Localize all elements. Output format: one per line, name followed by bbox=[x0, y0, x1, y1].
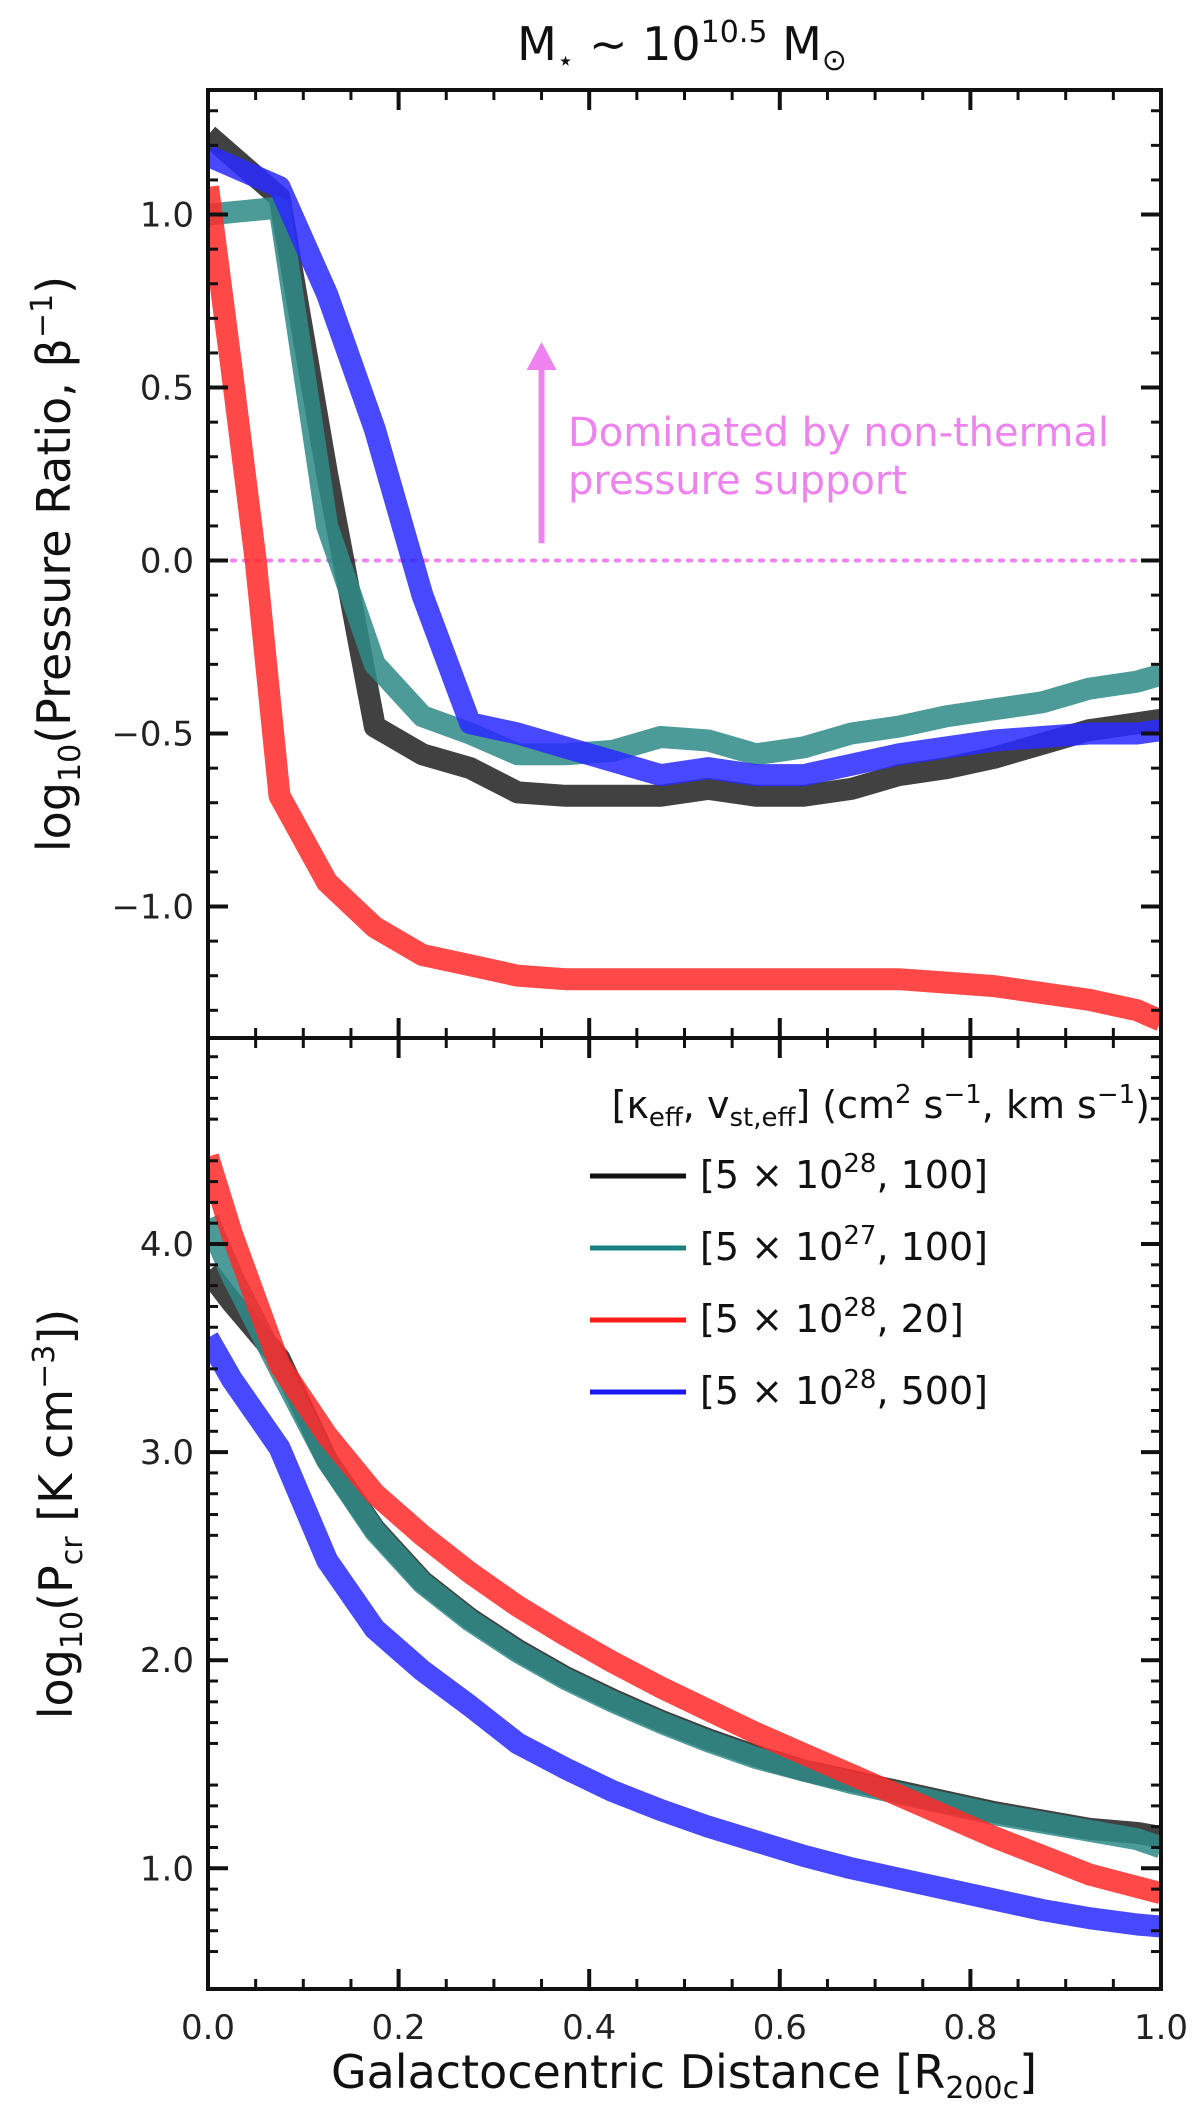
series-line-bottom-3 bbox=[208, 1332, 1161, 1938]
title-star-subscript: ⋆ bbox=[557, 44, 575, 77]
bottom-ylabel-subscript: 10 bbox=[55, 1611, 90, 1649]
bottom-panel: [κeff, vst,eff] (cm2 s−1, km s−1) [5 × 1… bbox=[27, 1036, 1188, 2106]
legend-title-units: ] (cm bbox=[795, 1083, 895, 1127]
bottom-ytick-labels: 1.0 2.0 3.0 4.0 bbox=[140, 1225, 194, 1889]
legend-label-rest: , 500] bbox=[876, 1369, 988, 1413]
legend-title-sup-2: 2 bbox=[895, 1080, 912, 1110]
legend-label-rest: , 100] bbox=[876, 1225, 988, 1269]
xtick-label: 0.2 bbox=[372, 2008, 426, 2048]
legend-title-sub-st: st,eff bbox=[729, 1103, 796, 1133]
legend-title-open: [κ bbox=[612, 1083, 649, 1127]
top-ytick-label: −0.5 bbox=[111, 715, 194, 755]
bottom-ylabel-p: (P bbox=[29, 1565, 83, 1611]
legend-label-base: [5 × 10 bbox=[700, 1297, 843, 1341]
legend: [κeff, vst,eff] (cm2 s−1, km s−1) [5 × 1… bbox=[590, 1080, 1150, 1413]
title-m-sun: M bbox=[767, 17, 821, 71]
legend-label-3: [5 × 1028, 500] bbox=[700, 1365, 988, 1413]
legend-label-exponent: 28 bbox=[843, 1293, 876, 1323]
bottom-xtick-labels: 0.0 0.2 0.4 0.6 0.8 1.0 bbox=[181, 2008, 1188, 2048]
legend-label-base: [5 × 10 bbox=[700, 1369, 843, 1413]
bottom-series-group bbox=[208, 1153, 1161, 1938]
legend-title-sub-eff: eff bbox=[649, 1103, 684, 1133]
title-exponent: 10.5 bbox=[701, 15, 768, 50]
series-line-top-1 bbox=[208, 196, 1161, 766]
bottom-ytick-label: 2.0 bbox=[140, 1641, 194, 1681]
bottom-ytick-label: 3.0 bbox=[140, 1433, 194, 1473]
legend-title-v: , v bbox=[683, 1083, 730, 1127]
bottom-plot-frame bbox=[206, 1036, 1163, 1991]
legend-entries: [5 × 1028, 100][5 × 1027, 100][5 × 1028,… bbox=[590, 1149, 988, 1413]
bottom-ylabel: log10(Pcr [K cm−3]) bbox=[27, 1309, 90, 1719]
legend-title-kms: , km s bbox=[982, 1083, 1097, 1127]
xlabel-close: ] bbox=[1019, 2045, 1037, 2099]
bottom-ytick-label: 1.0 bbox=[140, 1849, 194, 1889]
series-line-top-3 bbox=[208, 145, 1161, 787]
bottom-ylabel-units: [K cm bbox=[29, 1389, 83, 1536]
series-line-top-2 bbox=[208, 185, 1161, 1031]
series-line-bottom-1 bbox=[208, 1214, 1161, 1858]
annotation-line-2: pressure support bbox=[568, 458, 907, 504]
top-ytick-label: 0.5 bbox=[140, 369, 194, 409]
xtick-label: 0.6 bbox=[753, 2008, 807, 2048]
bottom-xlabel: Galactocentric Distance [R200c] bbox=[331, 2045, 1037, 2106]
legend-label-exponent: 28 bbox=[843, 1149, 876, 1179]
top-ytick-label: 0.0 bbox=[140, 542, 194, 582]
xlabel-main: Galactocentric Distance [R bbox=[331, 2045, 945, 2099]
legend-label-1: [5 × 1027, 100] bbox=[700, 1221, 988, 1269]
legend-label-base: [5 × 10 bbox=[700, 1153, 843, 1197]
chart-title: M⋆ ∼ 1010.5 M⊙ bbox=[517, 15, 847, 78]
top-panel: Dominated by non-thermal pressure suppor… bbox=[25, 88, 1163, 1040]
legend-title-s: s bbox=[912, 1083, 944, 1127]
title-m: M bbox=[517, 17, 557, 71]
series-line-bottom-2 bbox=[208, 1153, 1161, 1904]
bottom-ylabel-superscript: −3 bbox=[27, 1345, 62, 1389]
top-ylabel-close: ) bbox=[27, 276, 81, 294]
top-ylabel: log10(Pressure Ratio, β−1) bbox=[25, 276, 88, 852]
top-series-group bbox=[208, 126, 1161, 1031]
legend-label-rest: , 20] bbox=[876, 1297, 963, 1341]
bottom-ytick-label: 4.0 bbox=[140, 1225, 194, 1265]
legend-title-sup-m1a: −1 bbox=[943, 1080, 981, 1110]
top-ylabel-log: log bbox=[27, 782, 81, 852]
xtick-label: 0.4 bbox=[562, 2008, 616, 2048]
legend-label-rest: , 100] bbox=[876, 1153, 988, 1197]
legend-title-sup-m1b: −1 bbox=[1097, 1080, 1135, 1110]
title-sun-subscript: ⊙ bbox=[822, 43, 847, 78]
legend-label-base: [5 × 10 bbox=[700, 1225, 843, 1269]
annotation-arrow-head bbox=[526, 342, 557, 371]
legend-label-2: [5 × 1028, 20] bbox=[700, 1293, 964, 1341]
title-sim: ∼ 10 bbox=[574, 17, 700, 71]
legend-label-exponent: 27 bbox=[843, 1221, 876, 1251]
top-ytick-label: −1.0 bbox=[111, 888, 194, 928]
xlabel-subscript: 200c bbox=[945, 2071, 1019, 2106]
legend-label-exponent: 28 bbox=[843, 1365, 876, 1395]
bottom-ylabel-log: log bbox=[29, 1649, 83, 1719]
top-ytick-label: 1.0 bbox=[140, 196, 194, 236]
annotation-line-1: Dominated by non-thermal bbox=[568, 410, 1109, 456]
xtick-label: 1.0 bbox=[1134, 2008, 1188, 2048]
top-ylabel-main: (Pressure Ratio, β bbox=[27, 338, 81, 744]
top-ylabel-superscript: −1 bbox=[25, 294, 60, 338]
top-ylabel-subscript: 10 bbox=[53, 744, 88, 782]
bottom-ylabel-cr: cr bbox=[55, 1536, 90, 1565]
top-ytick-labels: 1.0 0.5 0.0 −0.5 −1.0 bbox=[111, 196, 194, 928]
legend-title-close: ) bbox=[1135, 1083, 1150, 1127]
bottom-ylabel-close: ]) bbox=[29, 1309, 83, 1345]
legend-label-0: [5 × 1028, 100] bbox=[700, 1149, 988, 1197]
xtick-label: 0.0 bbox=[181, 2008, 235, 2048]
annotation: Dominated by non-thermal pressure suppor… bbox=[526, 342, 1109, 544]
legend-title: [κeff, vst,eff] (cm2 s−1, km s−1) bbox=[612, 1080, 1150, 1133]
xtick-label: 0.8 bbox=[943, 2008, 997, 2048]
